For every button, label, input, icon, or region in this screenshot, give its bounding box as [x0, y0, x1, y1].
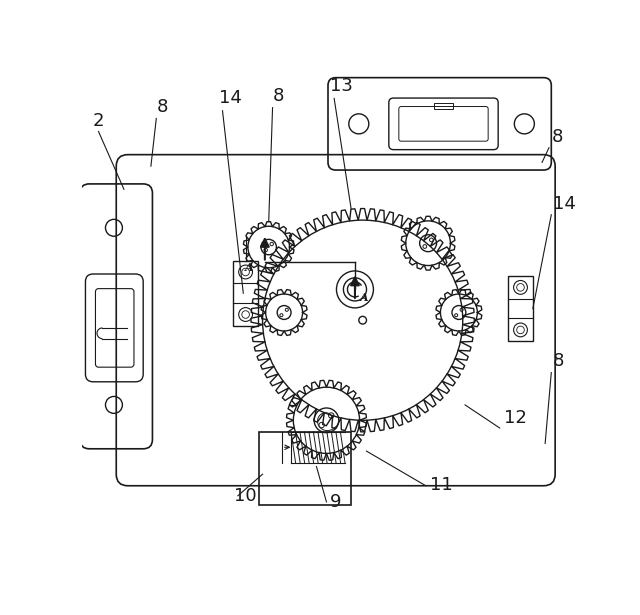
Text: 12: 12: [504, 408, 527, 427]
Text: 8: 8: [553, 352, 564, 370]
Bar: [234, 261, 258, 326]
Text: 9: 9: [330, 493, 341, 511]
Text: 8: 8: [551, 127, 563, 146]
Text: 11: 11: [429, 475, 452, 494]
Text: 13: 13: [330, 77, 353, 95]
Text: 14: 14: [553, 194, 576, 213]
Bar: [259, 432, 351, 505]
Text: 10: 10: [234, 487, 257, 505]
Text: 14: 14: [219, 89, 241, 107]
Bar: [435, 103, 452, 109]
Text: 2: 2: [92, 112, 104, 130]
Bar: [508, 276, 533, 341]
Text: 8: 8: [156, 98, 168, 116]
Text: A: A: [360, 292, 368, 303]
Text: A: A: [244, 263, 253, 274]
Text: 8: 8: [273, 87, 284, 105]
